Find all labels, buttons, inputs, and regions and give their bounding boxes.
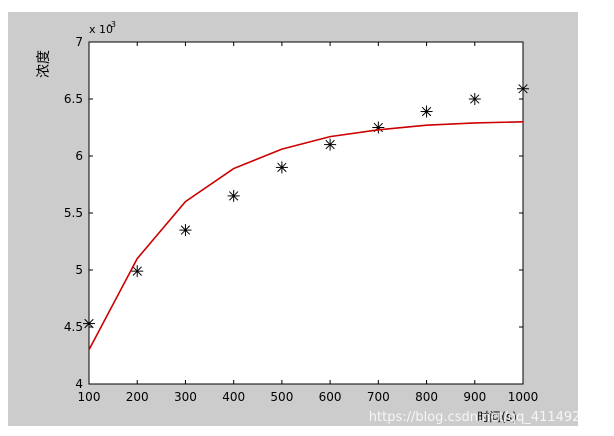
y-tick-label: 4 <box>75 377 83 391</box>
data-point-asterisk <box>517 82 529 95</box>
data-point-asterisk <box>275 161 288 174</box>
data-point-asterisk <box>468 93 481 105</box>
data-point-asterisk <box>83 317 95 330</box>
y-tick-label: 6.5 <box>64 92 83 106</box>
x-tick-label: 300 <box>174 390 197 404</box>
x-axis-label: 时间(s) <box>477 410 517 424</box>
y-tick-label: 7 <box>75 35 83 49</box>
x-tick-label: 900 <box>463 390 486 404</box>
data-point-asterisk <box>131 265 144 278</box>
y-tick-label: 5 <box>75 263 83 277</box>
x-tick-label: 600 <box>319 390 342 404</box>
data-point-asterisk <box>420 105 433 118</box>
x-tick-label: 100 <box>78 390 101 404</box>
y-axis-ticks: 4 4.5 5 5.5 6 6.5 7 <box>64 35 523 391</box>
y-axis-label: 浓度 <box>36 50 52 78</box>
x-tick-label: 800 <box>415 390 438 404</box>
x-tick-label: 400 <box>222 390 245 404</box>
watermark-text: https://blog.csdn.net/qq_41149269 <box>369 410 597 425</box>
x-tick-label: 1000 <box>508 390 539 404</box>
data-point-asterisk <box>227 189 240 202</box>
x-tick-label: 500 <box>270 390 293 404</box>
data-point-asterisk <box>324 138 337 151</box>
data-point-asterisk <box>372 121 385 134</box>
plot-area <box>88 41 524 385</box>
series-layer <box>83 82 529 351</box>
x-tick-label: 200 <box>126 390 149 404</box>
y-tick-label: 6 <box>75 149 83 163</box>
y-tick-label: 4.5 <box>64 320 83 334</box>
fit-line <box>88 121 524 351</box>
y-tick-label: 5.5 <box>64 206 83 220</box>
x-tick-label: 700 <box>367 390 390 404</box>
data-point-asterisk <box>179 224 192 237</box>
y-scale-label: x 10 <box>89 23 113 36</box>
y-scale-exponent: -3 <box>108 20 116 29</box>
x-axis-ticks: 100 200 300 400 500 600 700 800 900 1000 <box>78 42 539 404</box>
